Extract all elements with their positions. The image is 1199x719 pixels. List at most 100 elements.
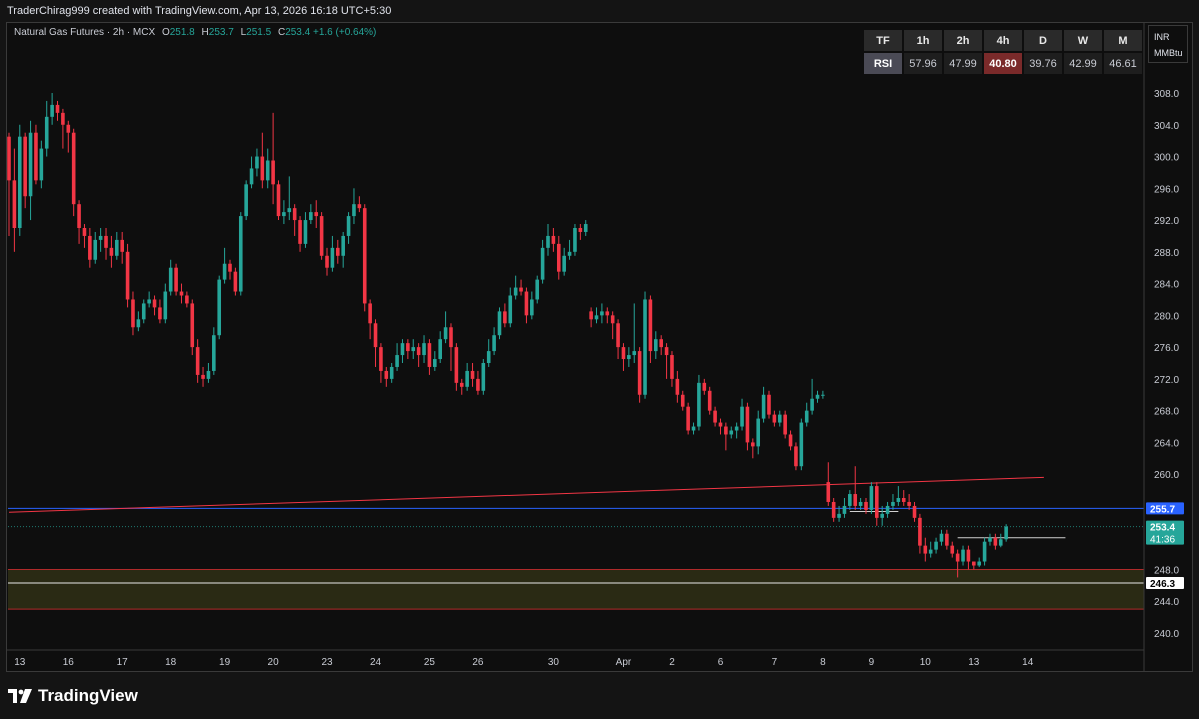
candle-body: [406, 343, 410, 352]
candle-body: [583, 224, 588, 232]
chart-frame: [6, 22, 1193, 672]
price-tick-label: 300.0: [1154, 153, 1179, 164]
rsi-table: TF 1h 2h 4h D W M RSI 57.96 47.99 40.80 …: [862, 28, 1144, 76]
time-tick-label: 10: [920, 657, 932, 668]
candle-body: [702, 382, 707, 391]
time-tick-label: 13: [14, 657, 26, 668]
candle-body: [23, 136, 27, 197]
rsi-header-row: TF 1h 2h 4h D W M: [864, 30, 1142, 51]
price-tick-label: 284.0: [1154, 280, 1179, 291]
candle-body: [55, 104, 60, 113]
candle-body: [141, 303, 146, 320]
time-tick-label: 30: [548, 657, 560, 668]
unit-label: MMBtu: [1154, 48, 1183, 58]
open-label: O: [161, 27, 170, 38]
candle-body: [497, 311, 502, 336]
candle-body: [675, 378, 680, 395]
candle-body: [449, 327, 453, 348]
candle-body: [972, 561, 976, 566]
candle-body: [303, 220, 308, 244]
candle-body: [815, 394, 820, 399]
candle-body: [125, 251, 130, 300]
candle-body: [508, 295, 513, 324]
candle-body: [600, 311, 604, 316]
rsi-value-4h: 40.80: [984, 53, 1022, 74]
candle-body: [115, 239, 119, 256]
candle-body: [912, 505, 917, 518]
time-tick-label: 18: [165, 657, 177, 668]
time-tick-label: 24: [370, 657, 382, 668]
candle-body: [233, 271, 238, 292]
candle-body: [966, 549, 971, 562]
candle-body: [713, 410, 717, 423]
price-chart[interactable]: 308.0 304.0 300.0 296.0 292.0 288.0 284.0 280.0…: [6, 22, 1193, 672]
candle-body: [352, 204, 356, 217]
candle-body: [395, 355, 399, 367]
candle-body: [724, 426, 728, 435]
candle-body: [238, 216, 243, 292]
symbol-legend: Natural Gas Futures · 2h · MCX O251.8 H2…: [14, 27, 376, 38]
candle-body: [670, 355, 674, 379]
candle-body: [632, 351, 637, 356]
candle-body: [524, 291, 529, 316]
low-label: L: [240, 27, 247, 38]
tradingview-logo[interactable]: TradingView: [8, 684, 138, 708]
white-level-axis-label: 246.3: [1150, 579, 1175, 590]
candle-body: [761, 394, 766, 419]
current-price-axis-label: 253.4: [1150, 523, 1175, 534]
candle-body: [503, 311, 507, 324]
rsi-value-w: 42.99: [1064, 53, 1102, 74]
rsi-row-label: RSI: [864, 53, 902, 74]
currency-unit-selector[interactable]: INR MMBtu: [1148, 25, 1188, 63]
chart-header: TraderChirag999 created with TradingView…: [0, 0, 1199, 22]
candle-body: [745, 406, 750, 443]
time-tick-label: 19: [219, 657, 231, 668]
candle-body: [481, 363, 486, 391]
candle-body: [373, 323, 378, 348]
time-tick-label: 14: [1022, 657, 1034, 668]
rsi-header-tf: TF: [864, 30, 902, 51]
rsi-value-m: 46.61: [1104, 53, 1142, 74]
candle-body: [389, 366, 394, 379]
candle-body: [201, 374, 205, 379]
candle-body: [950, 545, 955, 554]
candle-body: [292, 208, 297, 221]
candle-body: [454, 347, 459, 383]
candle-body: [427, 343, 432, 367]
rsi-value-row: RSI 57.96 47.99 40.80 39.76 42.99 46.61: [864, 53, 1142, 74]
candle-body: [168, 267, 173, 292]
rsi-value-1h: 57.96: [904, 53, 942, 74]
candle-body: [885, 505, 890, 514]
candle-body: [330, 247, 335, 268]
candle-body: [1004, 526, 1008, 540]
price-tick-label: 276.0: [1154, 343, 1179, 354]
change-value: +1.6 (+0.64%): [313, 27, 377, 38]
candle-body: [163, 291, 168, 320]
demand-zone: [8, 569, 1144, 610]
candle-body: [470, 370, 475, 379]
candle-body: [686, 406, 690, 431]
candle-body: [810, 398, 814, 411]
candle-body: [573, 228, 577, 252]
time-tick-label: Apr: [616, 657, 632, 668]
candle-body: [39, 148, 44, 181]
candle-body: [287, 208, 292, 213]
candle-body: [567, 251, 572, 256]
candle-body: [535, 279, 540, 300]
rsi-header-4h: 4h: [984, 30, 1022, 51]
tradingview-brand: TradingView: [38, 686, 138, 705]
blue-level-axis-label: 255.7: [1150, 504, 1175, 515]
price-tick-label: 292.0: [1154, 216, 1179, 227]
low-value: 251.5: [246, 27, 272, 38]
candle-body: [788, 434, 793, 447]
candle-body: [276, 184, 281, 217]
candle-body: [934, 541, 938, 550]
candle-body: [961, 549, 965, 562]
candle-body: [174, 267, 178, 292]
candle-body: [109, 247, 114, 256]
candle-body: [222, 263, 227, 280]
symbol-name: Natural Gas Futures · 2h · MCX: [14, 27, 156, 38]
close-value: 253.4: [285, 27, 311, 38]
price-tick-label: 260.0: [1154, 470, 1179, 481]
candle-body: [740, 406, 744, 427]
